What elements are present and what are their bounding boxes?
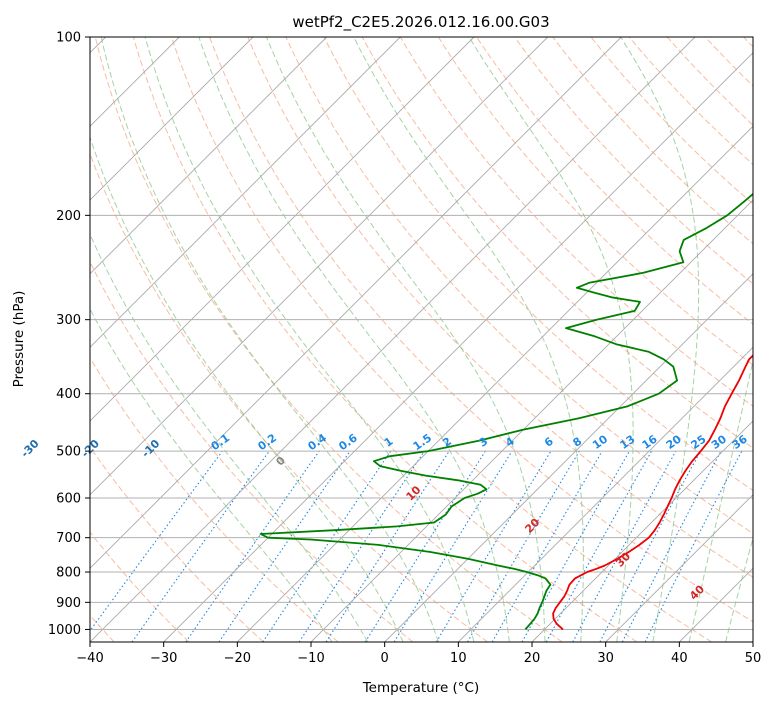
sounding-profiles — [259, 192, 753, 631]
mixing-ratio-line — [131, 450, 270, 642]
isotherm-line — [605, 494, 753, 642]
dewpoint-profile-line — [259, 192, 753, 630]
dry-adiabat-line — [132, 37, 638, 642]
isotherm-line — [90, 37, 549, 496]
x-tick-label: 10 — [450, 651, 467, 666]
moist-adiabat-line — [90, 233, 369, 642]
moist-adiabat-line — [144, 37, 475, 642]
x-axis-ticks: −40 −30 −20 −10 0 10 20 30 40 50 — [76, 642, 761, 666]
mixing-ratio-line — [572, 450, 677, 642]
isotherm-line — [90, 37, 401, 348]
isotherm-line — [90, 37, 622, 569]
dry-adiabat-line — [94, 37, 563, 642]
isotherm-line — [90, 37, 475, 422]
mixing-ratio-line — [218, 450, 351, 642]
x-tick-label: −30 — [150, 651, 177, 666]
dry-adiabat-line — [323, 37, 753, 491]
x-tick-label: −20 — [224, 651, 251, 666]
dry-adiabat-line — [90, 260, 414, 642]
x-tick-label: 50 — [745, 651, 762, 666]
dry-adiabat-line — [399, 37, 753, 407]
y-tick-label: 700 — [56, 531, 81, 546]
x-tick-label: 0 — [381, 651, 389, 666]
temperature-profile-line — [552, 354, 753, 631]
y-tick-label: 100 — [56, 31, 81, 46]
moist-adiabat-line — [266, 37, 546, 642]
mixing-ratio-line — [435, 450, 552, 642]
isotherm-line — [90, 37, 254, 201]
y-axis-label: Pressure (hPa) — [11, 291, 27, 388]
x-tick-label: −40 — [76, 651, 103, 666]
plot-frame — [89, 36, 754, 643]
dry-adiabat-line — [90, 356, 339, 642]
mixing-ratio-line — [185, 450, 320, 642]
dry-adiabat-line — [90, 531, 190, 642]
x-tick-label: −10 — [297, 651, 324, 666]
x-tick-label: 30 — [597, 651, 614, 666]
mixing-ratio-line — [364, 450, 486, 642]
background-lines — [90, 37, 753, 642]
isotherm-line — [163, 52, 753, 642]
dry-adiabat-line — [209, 37, 753, 623]
x-axis-label: Temperature (°C) — [362, 680, 480, 696]
y-tick-label: 400 — [56, 387, 81, 402]
y-tick-label: 900 — [56, 596, 81, 611]
isotherm-line — [457, 346, 753, 642]
y-tick-label: 800 — [56, 566, 81, 581]
moist-adiabat-line — [100, 37, 439, 642]
dry-adiabat-line — [247, 37, 753, 578]
mixing-ratio-line — [90, 450, 223, 632]
mixing-ratio-line — [467, 450, 580, 642]
x-tick-label: 40 — [671, 651, 688, 666]
dry-adiabat-line — [437, 37, 753, 366]
moist-adiabat-line — [688, 358, 753, 642]
isotherm-line — [90, 37, 696, 642]
y-tick-label: 500 — [56, 445, 81, 460]
moist-adiabat-line — [198, 37, 510, 642]
isotherm-line — [310, 199, 753, 642]
moist-adiabat-line — [353, 37, 584, 642]
pressure-gridlines — [90, 37, 753, 630]
y-tick-label: 300 — [56, 313, 81, 328]
y-tick-label: 1000 — [48, 623, 81, 638]
isotherm-line — [384, 273, 753, 642]
moist-adiabat-line — [620, 37, 700, 642]
y-axis-ticks: 100 200 300 400 500 600 700 800 900 1000 — [48, 31, 90, 638]
y-tick-label: 600 — [56, 492, 81, 507]
mixing-ratio-line — [491, 450, 603, 642]
dry-adiabat-line — [285, 37, 753, 535]
isotherm-line — [531, 420, 753, 642]
y-tick-label: 200 — [56, 209, 81, 224]
x-tick-label: 20 — [524, 651, 541, 666]
chart-title: wetPf2_C2E5.2026.012.16.00.G03 — [292, 13, 549, 32]
moist-adiabat-line — [90, 135, 404, 642]
isotherm-line — [90, 37, 328, 275]
mixing-ratio-line — [393, 450, 513, 642]
